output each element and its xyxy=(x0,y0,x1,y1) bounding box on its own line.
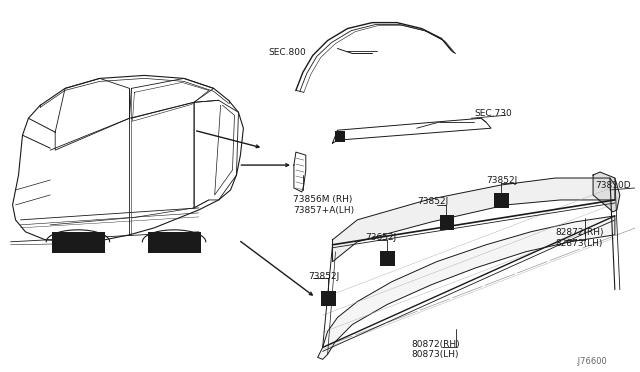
Polygon shape xyxy=(317,216,615,359)
Text: SEC.730: SEC.730 xyxy=(474,109,512,118)
Polygon shape xyxy=(333,178,615,262)
Text: 73852J: 73852J xyxy=(417,198,448,206)
Text: SEC.800: SEC.800 xyxy=(268,48,306,57)
Polygon shape xyxy=(593,172,620,212)
Text: 73852J: 73852J xyxy=(486,176,517,185)
Text: 73852J: 73852J xyxy=(308,272,339,281)
Text: .J76600: .J76600 xyxy=(575,357,607,366)
Text: 73652J: 73652J xyxy=(365,233,397,242)
Text: 73810D: 73810D xyxy=(595,182,630,190)
Text: 80872(RH)
80873(LH): 80872(RH) 80873(LH) xyxy=(412,340,460,359)
Text: 82872(RH)
82873(LH): 82872(RH) 82873(LH) xyxy=(556,228,604,247)
Text: 73856M (RH)
73857+A(LH): 73856M (RH) 73857+A(LH) xyxy=(293,195,354,215)
